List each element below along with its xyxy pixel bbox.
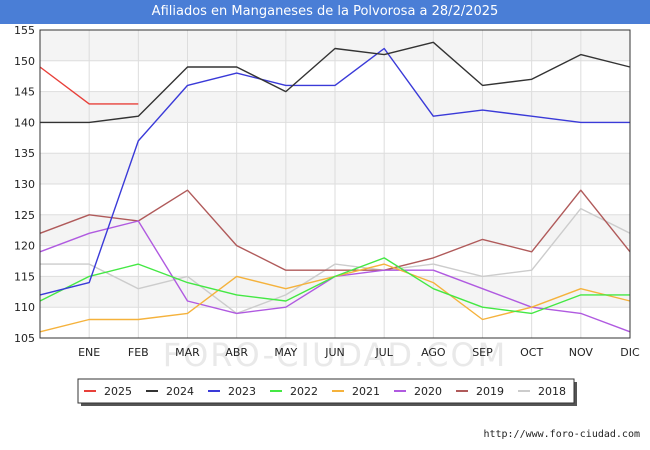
x-tick-label: MAR [175, 346, 200, 359]
legend: 2025 2024 2023 2022 2021 2020 2019 2018 [77, 378, 577, 406]
y-tick-label: 115 [14, 270, 35, 283]
x-tick-label: SEP [472, 346, 493, 359]
series-line-2023 [39, 47, 630, 296]
y-tick-label: 105 [14, 332, 35, 345]
x-tick-label: ENE [78, 346, 100, 359]
legend-label-2025: 2025 [104, 385, 132, 398]
series-line-2024 [40, 41, 631, 124]
series-line-2025 [39, 66, 139, 105]
series-lines [39, 41, 631, 333]
watermark: FORO-CIUDAD.COM [163, 336, 508, 374]
x-axis-ticks: ENE FEB MAR ABR MAY JUN JUL AGO SEP OCT NOV DIC [78, 346, 640, 359]
y-tick-label: 150 [14, 55, 35, 68]
legend-label-2020: 2020 [414, 385, 442, 398]
y-axis-ticks: 105 110 115 120 125 130 135 140 145 150 155 [14, 24, 35, 345]
y-tick-label: 125 [14, 209, 35, 222]
x-tick-label: OCT [520, 346, 543, 359]
y-tick-label: 155 [14, 24, 35, 37]
y-tick-label: 140 [14, 116, 35, 129]
y-tick-label: 130 [14, 178, 35, 191]
x-tick-label: AGO [421, 346, 446, 359]
chart-title: Afiliados en Manganeses de la Polvorosa … [151, 4, 499, 19]
legend-label-2018: 2018 [538, 385, 566, 398]
series-line-2018 [40, 207, 631, 315]
x-tick-label: JUN [324, 346, 345, 359]
legend-label-2024: 2024 [166, 385, 194, 398]
x-tick-label: DIC [620, 346, 640, 359]
legend-label-2023: 2023 [228, 385, 256, 398]
series-line-2022 [39, 257, 630, 315]
y-tick-label: 120 [14, 240, 35, 253]
x-tick-label: JUL [374, 346, 393, 359]
legend-label-2022: 2022 [290, 385, 318, 398]
y-tick-label: 145 [14, 86, 35, 99]
x-tick-label: FEB [128, 346, 149, 359]
legend-label-2021: 2021 [352, 385, 380, 398]
legend-label-2019: 2019 [476, 385, 504, 398]
y-tick-label: 110 [14, 301, 35, 314]
y-tick-label: 135 [14, 147, 35, 160]
title-bar: Afiliados en Manganeses de la Polvorosa … [0, 0, 650, 24]
x-tick-label: NOV [569, 346, 594, 359]
source-url: http://www.foro-ciudad.com [483, 429, 640, 440]
x-tick-label: ABR [225, 346, 248, 359]
plot-frame [39, 29, 631, 339]
x-tick-label: MAY [274, 346, 297, 359]
legend-box [77, 378, 575, 404]
